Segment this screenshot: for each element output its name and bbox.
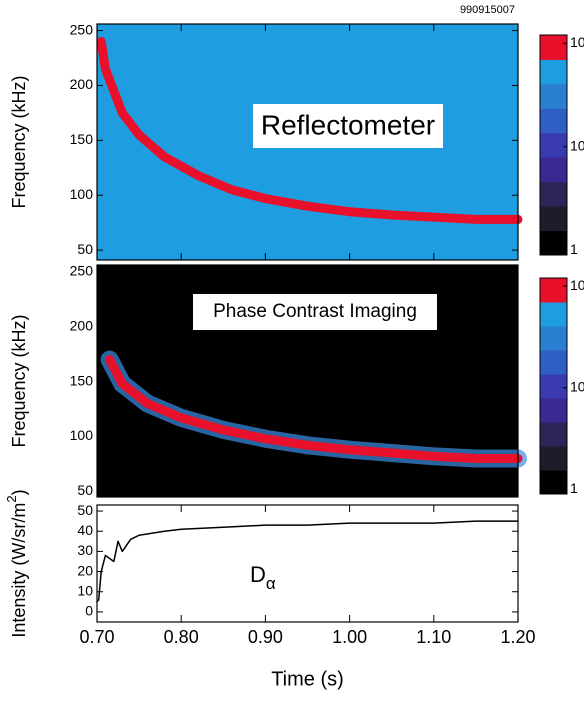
x-tick-label: 0.70	[79, 627, 114, 647]
colorbar-band	[540, 302, 567, 327]
y-axis-label-sup: 2	[4, 495, 19, 502]
y-tick-label: 50	[77, 482, 93, 498]
annotation-box	[253, 104, 443, 148]
y-tick-label: 150	[70, 372, 94, 388]
colorbar-band	[540, 470, 567, 495]
y-tick-label: 250	[70, 262, 94, 278]
colorbar-band	[540, 278, 567, 303]
colorbar-band	[540, 446, 567, 471]
annotation: Dα	[250, 562, 276, 594]
line	[96, 520, 519, 603]
ridge	[96, 37, 523, 224]
plot-frame	[96, 504, 519, 623]
x-tick-label: 0.80	[164, 627, 199, 647]
y-tick-label: 250	[70, 21, 94, 37]
plot-frame	[96, 23, 519, 261]
y-tick-label: 50	[77, 241, 93, 257]
y-tick-label: 100	[70, 427, 94, 443]
colorbar-band	[540, 398, 567, 423]
colorbar-tick-label: 1	[570, 241, 578, 257]
y-tick-label: 30	[77, 542, 93, 558]
plot-frame	[96, 264, 519, 498]
y-axis-label-text: Frequency (kHz)	[9, 314, 29, 447]
annotation-text: D	[250, 562, 266, 587]
colorbar-frame	[539, 34, 568, 256]
y-tick-label: 10	[77, 582, 93, 598]
colorbar-band	[540, 422, 567, 447]
colorbar-band	[540, 132, 567, 158]
colorbar-band	[540, 374, 567, 399]
colorbar-band	[540, 326, 567, 351]
y-tick-label: 150	[70, 131, 94, 147]
shot-number: 990915007	[460, 4, 515, 16]
colorbar-tick-label: 10	[570, 378, 584, 394]
y-axis-label: Frequency (kHz)	[9, 75, 29, 208]
y-axis-label-text: Intensity (W/sr/m	[9, 503, 29, 638]
colorbar-band	[540, 108, 567, 134]
annotation: Reflectometer	[261, 109, 435, 140]
colorbar-band	[540, 83, 567, 109]
y-tick-label: 20	[77, 562, 93, 578]
y-axis-label: Intensity (W/sr/m2)	[4, 489, 28, 637]
x-tick-label: 1.10	[416, 627, 451, 647]
colorbar-band	[540, 59, 567, 85]
annotation: Phase Contrast Imaging	[213, 301, 417, 322]
annotation-sub: α	[266, 574, 276, 593]
colorbar-band	[540, 206, 567, 232]
y-axis-label-text: Frequency (kHz)	[9, 75, 29, 208]
y-axis-label: Frequency (kHz)	[9, 314, 29, 447]
annotation-box	[193, 294, 437, 330]
ridge	[105, 355, 523, 464]
colorbar-frame	[539, 277, 568, 495]
x-axis-label: Time (s)	[271, 668, 344, 690]
colorbar-band	[540, 181, 567, 207]
y-axis-label-end: )	[9, 489, 29, 495]
x-tick-label: 0.90	[248, 627, 283, 647]
colorbar-tick-label: 100	[570, 34, 584, 50]
colorbar-band	[540, 350, 567, 375]
y-tick-label: 0	[85, 603, 93, 619]
y-tick-label: 100	[70, 186, 94, 202]
colorbar-tick-label: 10	[570, 137, 584, 153]
y-tick-label: 200	[70, 317, 94, 333]
colorbar-band	[540, 157, 567, 183]
y-tick-label: 200	[70, 76, 94, 92]
y-tick-label: 50	[77, 502, 93, 518]
y-tick-label: 40	[77, 522, 93, 538]
colorbar-band	[540, 35, 567, 60]
x-tick-label: 1.20	[500, 627, 535, 647]
colorbar-band	[540, 230, 567, 256]
colorbar-tick-label: 100	[570, 277, 584, 293]
x-tick-label: 1.00	[332, 627, 367, 647]
colorbar-tick-label: 1	[570, 480, 578, 496]
